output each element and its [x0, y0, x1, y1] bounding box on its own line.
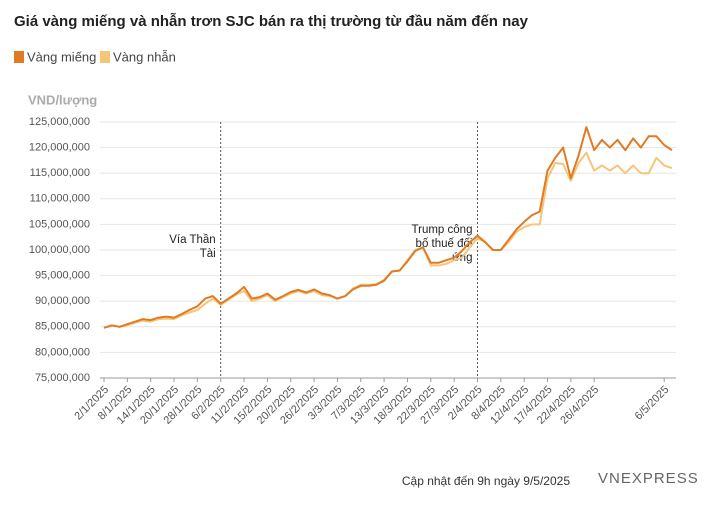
y-tick-label: 115,000,000 — [30, 167, 90, 179]
logo: VNEXPRESS — [598, 470, 699, 487]
y-tick-label: 80,000,000 — [35, 346, 90, 358]
y-tick-label: 85,000,000 — [35, 321, 90, 333]
legend-swatch — [14, 51, 24, 63]
y-tick-label: 90,000,000 — [35, 295, 90, 307]
y-tick-label: 105,000,000 — [29, 218, 90, 230]
y-tick-label: 120,000,000 — [29, 142, 90, 154]
legend-swatch — [100, 51, 110, 63]
y-tick-label: 95,000,000 — [35, 270, 90, 282]
legend-label: Vàng nhẫn — [113, 49, 176, 64]
y-tick-label: 125,000,000 — [29, 116, 90, 128]
y-tick-label: 75,000,000 — [35, 372, 90, 384]
legend-label: Vàng miếng — [27, 49, 96, 64]
annotation-text: Trump công — [412, 224, 473, 236]
footnote: Cập nhật đến 9h ngày 9/5/2025 — [402, 474, 570, 488]
series-line — [103, 126, 673, 329]
annotation-text: bố thuế đối — [416, 238, 473, 250]
y-axis-label: VND/lượng — [28, 92, 97, 107]
y-tick-label: 110,000,000 — [30, 193, 90, 205]
chart-title: Giá vàng miếng và nhẫn trơn SJC bán ra t… — [14, 13, 529, 30]
x-tick-label: 6/5/2025 — [633, 384, 672, 423]
annotation-text: Tài — [200, 248, 216, 260]
y-tick-label: 100,000,000 — [29, 244, 90, 256]
annotation-text: Vía Thần — [169, 234, 215, 246]
